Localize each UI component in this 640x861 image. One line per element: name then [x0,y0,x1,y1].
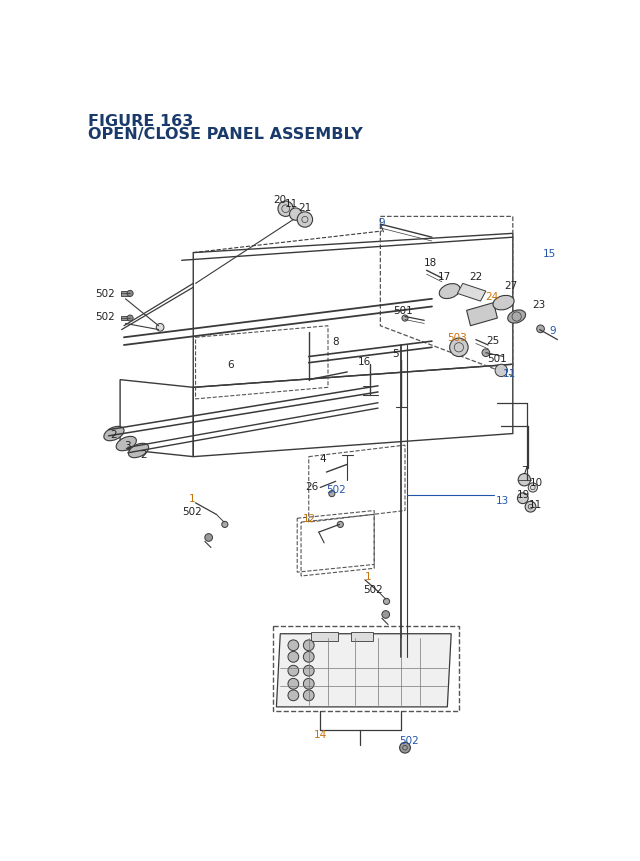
Text: 23: 23 [532,300,546,310]
Circle shape [402,316,408,322]
Bar [311,633,338,641]
Text: 502: 502 [95,288,115,298]
Circle shape [288,678,299,690]
Polygon shape [467,303,497,326]
Circle shape [221,522,228,528]
Circle shape [127,316,133,322]
Text: 8: 8 [332,337,339,347]
Circle shape [288,691,299,701]
Text: 502: 502 [363,585,383,594]
Text: 11: 11 [503,369,516,379]
Circle shape [288,652,299,662]
Circle shape [383,598,390,604]
Text: 15: 15 [543,248,556,258]
Circle shape [525,502,536,512]
Circle shape [537,325,545,333]
Ellipse shape [116,437,136,451]
Ellipse shape [129,443,148,458]
Circle shape [482,350,490,357]
Text: 14: 14 [314,729,327,739]
Bar [121,292,130,296]
Circle shape [329,491,335,497]
Text: 12: 12 [303,514,316,523]
Circle shape [450,338,468,357]
Text: 7: 7 [521,466,527,476]
Text: 502: 502 [326,485,346,494]
Text: 13: 13 [495,495,509,505]
Text: 2: 2 [111,429,117,439]
Circle shape [297,213,312,228]
Ellipse shape [104,427,124,441]
Text: 1: 1 [188,493,195,504]
Circle shape [382,611,390,618]
Ellipse shape [439,284,460,300]
Text: 503: 503 [447,333,467,343]
Circle shape [337,522,344,528]
Circle shape [399,742,410,753]
Text: 21: 21 [298,203,312,213]
Bar [351,633,372,641]
Polygon shape [276,634,451,707]
Circle shape [495,365,508,377]
Text: 9: 9 [550,325,556,335]
Ellipse shape [508,311,525,324]
Text: 20: 20 [274,195,287,204]
Circle shape [303,666,314,676]
Circle shape [278,201,293,217]
Text: 501: 501 [488,354,508,363]
Circle shape [127,291,133,297]
Text: 5: 5 [392,349,399,358]
Text: 25: 25 [486,335,499,345]
Text: 1: 1 [365,572,371,581]
Text: 502: 502 [399,735,419,745]
Text: 501: 501 [394,306,413,316]
Circle shape [518,474,531,486]
Text: 27: 27 [504,281,518,291]
Bar [121,316,130,321]
Circle shape [528,483,538,492]
Text: 19: 19 [517,489,530,499]
Circle shape [517,493,528,504]
Text: 17: 17 [438,271,451,282]
Circle shape [289,208,302,221]
Text: 4: 4 [319,454,326,463]
Text: 9: 9 [379,218,385,227]
Text: 6: 6 [227,360,234,370]
Text: OPEN/CLOSE PANEL ASSEMBLY: OPEN/CLOSE PANEL ASSEMBLY [88,127,362,142]
Circle shape [303,678,314,690]
Text: 26: 26 [305,481,319,492]
Circle shape [303,641,314,651]
Text: 11: 11 [529,499,543,510]
Text: 10: 10 [530,478,543,487]
Circle shape [288,666,299,676]
Text: FIGURE 163: FIGURE 163 [88,115,193,129]
Text: 3: 3 [125,441,131,450]
Circle shape [288,641,299,651]
Circle shape [303,652,314,662]
Text: 16: 16 [358,356,371,367]
Circle shape [205,534,212,542]
Text: 502: 502 [182,506,202,516]
Text: 11: 11 [285,198,298,208]
Text: 2: 2 [140,449,147,459]
Text: 22: 22 [469,271,483,282]
Text: 24: 24 [485,292,499,302]
Ellipse shape [493,296,514,311]
Circle shape [156,324,164,331]
Text: 18: 18 [424,257,437,268]
Circle shape [303,691,314,701]
Polygon shape [458,284,486,301]
Text: 502: 502 [95,313,115,322]
